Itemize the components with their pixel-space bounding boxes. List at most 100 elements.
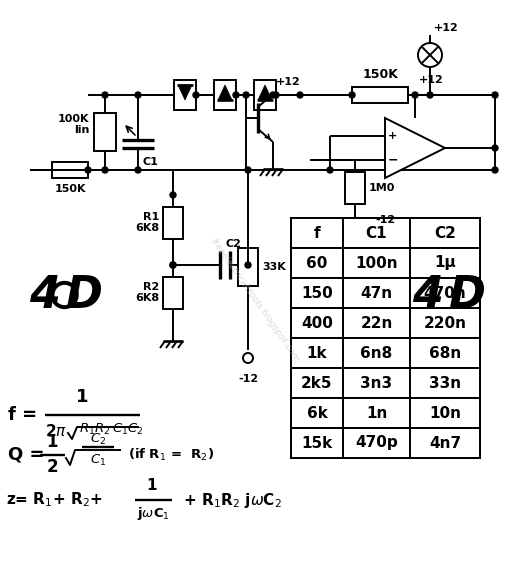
Circle shape <box>492 145 498 151</box>
Circle shape <box>243 353 253 363</box>
Bar <box>174 80 196 110</box>
Polygon shape <box>385 118 445 178</box>
Text: 60: 60 <box>306 255 328 271</box>
Text: 4: 4 <box>29 274 60 316</box>
Text: 2k5: 2k5 <box>301 376 333 390</box>
Text: -12: -12 <box>375 215 395 225</box>
Bar <box>410 368 480 398</box>
Text: 1n: 1n <box>366 406 387 420</box>
Text: C1: C1 <box>366 225 387 241</box>
Bar <box>291 278 343 308</box>
Circle shape <box>135 167 141 173</box>
Circle shape <box>245 262 251 268</box>
Text: 3n3: 3n3 <box>360 376 392 390</box>
Text: freeelectricalttools.blogspot.com: freeelectricalttools.blogspot.com <box>209 237 301 363</box>
Text: f: f <box>314 225 320 241</box>
Bar <box>163 277 183 309</box>
Circle shape <box>412 92 418 98</box>
Bar <box>52 162 88 178</box>
Circle shape <box>135 92 141 98</box>
Text: 6k: 6k <box>307 406 328 420</box>
Bar <box>343 218 410 248</box>
Text: 400: 400 <box>301 315 333 330</box>
Bar <box>291 398 343 428</box>
Bar <box>410 278 480 308</box>
Bar <box>410 398 480 428</box>
Bar <box>343 428 410 458</box>
Polygon shape <box>218 85 232 100</box>
Text: 100K: 100K <box>58 114 89 124</box>
Text: 47n: 47n <box>360 285 392 301</box>
Circle shape <box>327 167 333 173</box>
Text: 1M0: 1M0 <box>369 183 396 193</box>
Text: (if R$_1$ =  R$_2$): (if R$_1$ = R$_2$) <box>128 447 214 463</box>
Circle shape <box>102 167 108 173</box>
Text: +12: +12 <box>276 77 301 87</box>
Bar <box>238 248 258 286</box>
Bar <box>214 80 236 110</box>
Text: 220n: 220n <box>424 315 467 330</box>
Bar <box>343 338 410 368</box>
Bar <box>291 248 343 278</box>
Text: 2: 2 <box>46 458 58 476</box>
Text: 6n8: 6n8 <box>360 346 392 360</box>
Text: 1μ: 1μ <box>434 255 456 271</box>
Text: f =: f = <box>8 406 37 424</box>
Circle shape <box>492 92 498 98</box>
Text: +12: +12 <box>434 23 459 33</box>
Bar <box>410 338 480 368</box>
Text: 22n: 22n <box>360 315 392 330</box>
Bar <box>291 338 343 368</box>
Circle shape <box>418 43 442 67</box>
Circle shape <box>170 262 176 268</box>
Bar <box>343 368 410 398</box>
Circle shape <box>270 92 276 98</box>
Circle shape <box>349 92 355 98</box>
Text: D: D <box>64 274 102 316</box>
Bar <box>410 428 480 458</box>
Polygon shape <box>178 85 192 100</box>
Bar <box>291 218 480 458</box>
Circle shape <box>245 167 251 173</box>
Text: 470p: 470p <box>355 436 398 450</box>
Text: R1: R1 <box>143 212 159 222</box>
Text: + R$_1$R$_2$ j$\omega$C$_2$: + R$_1$R$_2$ j$\omega$C$_2$ <box>178 491 282 510</box>
Text: 15k: 15k <box>301 436 333 450</box>
Circle shape <box>102 92 108 98</box>
Text: Q =: Q = <box>8 446 44 464</box>
Text: 100n: 100n <box>355 255 398 271</box>
Text: 150: 150 <box>301 285 333 301</box>
Bar <box>410 218 480 248</box>
Bar <box>345 172 365 204</box>
Text: 4n7: 4n7 <box>429 436 461 450</box>
Text: 68n: 68n <box>429 346 461 360</box>
Bar <box>254 80 276 110</box>
Bar <box>94 113 116 151</box>
Text: 10n: 10n <box>429 406 461 420</box>
Circle shape <box>427 92 433 98</box>
Circle shape <box>243 92 249 98</box>
Bar <box>291 218 343 248</box>
Text: $C_1$: $C_1$ <box>90 453 106 468</box>
Bar <box>163 207 183 239</box>
Text: 6K8: 6K8 <box>135 223 159 233</box>
Text: 150K: 150K <box>362 68 398 81</box>
Circle shape <box>53 283 77 307</box>
Text: $C_2$: $C_2$ <box>90 431 106 447</box>
Circle shape <box>193 92 199 98</box>
Text: +12: +12 <box>419 75 444 85</box>
Circle shape <box>435 283 460 307</box>
Bar <box>343 308 410 338</box>
Text: lin: lin <box>74 125 89 135</box>
Bar <box>291 428 343 458</box>
Polygon shape <box>258 85 272 100</box>
Text: 1: 1 <box>47 433 58 451</box>
Circle shape <box>273 92 279 98</box>
Circle shape <box>170 262 176 268</box>
Bar <box>291 368 343 398</box>
Text: 6K8: 6K8 <box>135 293 159 303</box>
Text: C2: C2 <box>434 225 456 241</box>
Text: 33n: 33n <box>429 376 461 390</box>
Text: D: D <box>448 274 484 316</box>
Text: 2$\pi$: 2$\pi$ <box>45 423 67 439</box>
